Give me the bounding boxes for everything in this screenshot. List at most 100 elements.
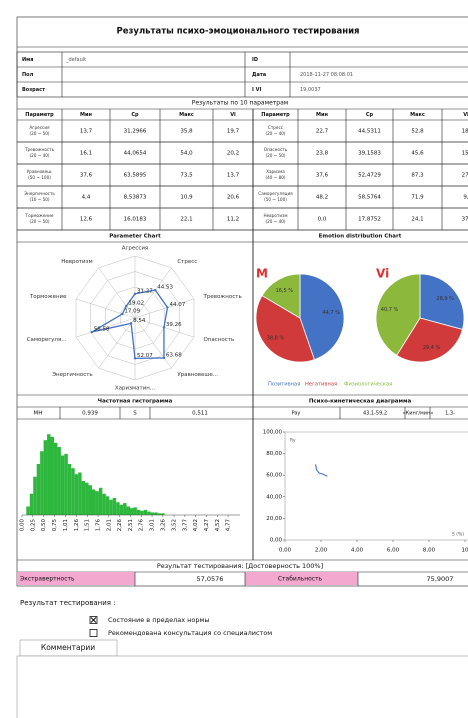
histogram-bar: [130, 508, 134, 515]
histogram-bar: [161, 513, 165, 515]
kinetic-line: [315, 464, 328, 477]
stat-cell: «Кинг/мин»: [403, 411, 434, 417]
radar-value-label: 63.68: [166, 352, 182, 358]
x-tick-label: 4,27: [204, 519, 210, 532]
checkbox: [89, 629, 98, 637]
radar-point: [133, 292, 137, 295]
param-cell: 23,8: [316, 151, 329, 157]
histogram-bar: [133, 507, 137, 515]
param-cell: 54,0: [180, 151, 193, 157]
summary-value: 57,0576: [197, 575, 224, 583]
param-cell: 44,0654: [124, 151, 147, 157]
x-tick-label: 2,26: [117, 519, 123, 532]
pink-cell: [245, 572, 358, 585]
param-name: Уравновеш.: [27, 169, 53, 174]
stat-cell: MH: [34, 411, 43, 417]
param-cell: 37,6: [316, 173, 329, 179]
conclusion-item: Состояние в пределах нормы: [108, 616, 210, 624]
check-mark: [90, 617, 97, 623]
histogram-bar: [53, 442, 58, 515]
radar-point: [90, 330, 94, 334]
param-cell: 31,2966: [124, 129, 147, 135]
radar-point: [162, 356, 166, 360]
radar-value-label: 39.26: [166, 322, 182, 328]
x-tick-label: 0,00: [279, 548, 292, 554]
param-cell: 37,6: [80, 173, 93, 179]
radar-point: [154, 288, 157, 292]
param-cell: 35,8: [180, 129, 193, 135]
stat-cell: 0,939: [82, 411, 98, 417]
info-label: Возраст: [22, 87, 45, 93]
histogram-bar: [150, 512, 155, 515]
table-header: Ср: [131, 112, 139, 118]
x-tick-label: 2,01: [106, 519, 112, 531]
conclusion-title: Результат тестирования :: [20, 599, 116, 607]
histogram-bar: [123, 503, 127, 515]
param-cell: 24,1: [411, 217, 423, 223]
param-cell: 8,53873: [124, 195, 147, 201]
param-cell: 17,8752: [358, 217, 381, 223]
param-cell: 19,7: [227, 129, 240, 135]
histogram-bar: [26, 506, 30, 515]
stat-cell: Pay: [292, 411, 301, 417]
param-cell: 58,5764: [358, 195, 381, 201]
info-label: I VI: [252, 87, 261, 93]
radar-point: [121, 312, 124, 316]
radar-value-label: 58.58: [94, 327, 110, 333]
histogram-bar: [116, 502, 120, 515]
histogram-bar: [81, 481, 86, 515]
histogram-bar: [126, 506, 130, 515]
x-tick-label: 8,00: [423, 548, 436, 554]
pie-label: 28,9 %: [436, 296, 454, 302]
y-tick-label: 0,00: [270, 538, 283, 544]
radar-spoke: [98, 267, 136, 319]
pie-slice: [396, 317, 463, 363]
histogram-bar: [112, 498, 117, 515]
axis-label: S (%): [452, 532, 464, 538]
plot-area: [284, 431, 468, 541]
legend-entry: Физиологическая: [344, 382, 392, 388]
pie-name: M: [256, 267, 268, 281]
param-cell: 22,7: [316, 129, 329, 135]
info-table: [16, 51, 468, 98]
radar-spoke: [134, 317, 172, 369]
param-name: Саморегуляция: [258, 191, 293, 196]
table-header: Макс: [179, 112, 194, 118]
param-cell: 39,1583: [358, 151, 381, 157]
x-tick-label: 1,51: [85, 519, 91, 531]
y-tick-label: 60,00: [266, 473, 282, 479]
histogram-bar: [85, 482, 89, 515]
radar-value-label: 17.09: [124, 308, 140, 314]
histogram-bar: [91, 489, 96, 515]
histogram-bar: [57, 447, 61, 515]
param-cell: 52,4729: [358, 173, 381, 179]
param-cell: 45,6: [411, 151, 424, 157]
param-cell: 13,7: [227, 173, 240, 179]
param-cell: 16,0183: [124, 217, 147, 223]
histogram-bar: [154, 512, 158, 515]
table-header: Vi: [230, 112, 236, 118]
y-tick-label: 20,00: [266, 516, 282, 522]
comments-label: Комментарии: [41, 643, 95, 652]
pie-slice: [419, 273, 465, 330]
histogram-bar: [67, 464, 72, 515]
histogram-bar: [102, 493, 106, 515]
table-header: Параметр: [25, 112, 54, 118]
radar-axis-label: Невротизм: [61, 259, 92, 265]
pie-label: 29,4 %: [423, 345, 441, 351]
param-cell: 15,: [462, 151, 468, 157]
histogram-bar: [50, 436, 54, 515]
param-cell: 4,4: [82, 195, 91, 201]
pie-label: 40,7 %: [381, 307, 399, 313]
histogram-bar: [140, 510, 144, 515]
param-cell: 10,9: [180, 195, 193, 201]
param-cell: 22,1: [180, 217, 192, 223]
radar-value-label: 8.54: [133, 318, 146, 324]
x-tick-label: 1,01: [63, 519, 69, 531]
radar-axis-label: Энергичность: [52, 372, 92, 378]
param-cell: 63,5895: [124, 173, 147, 179]
info-label: Имя: [22, 57, 33, 63]
radar-point: [162, 326, 166, 329]
histogram-bar: [157, 513, 162, 515]
